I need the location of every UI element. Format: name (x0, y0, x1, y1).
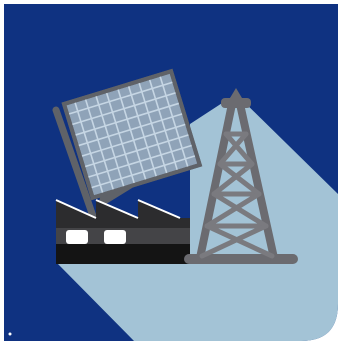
solar-panel-icon (52, 68, 203, 223)
corner-dot (8, 332, 12, 336)
factory-window (66, 230, 88, 244)
derrick-crown-block (221, 98, 251, 108)
factory-base (56, 244, 190, 264)
long-shadow (56, 94, 338, 341)
derrick-leg-right (236, 100, 278, 262)
derrick-top (230, 88, 242, 98)
derrick-braces (199, 131, 275, 259)
derrick-leg-left (196, 100, 236, 262)
solar-panel-support-arm (52, 106, 98, 223)
energy-icon-tile (4, 4, 338, 341)
factory-roof-highlight (55, 199, 181, 219)
energy-illustration (4, 4, 338, 341)
solar-panel (61, 68, 203, 201)
factory-icon (55, 199, 190, 264)
factory-window (104, 230, 126, 244)
oil-derrick-icon (184, 88, 298, 264)
